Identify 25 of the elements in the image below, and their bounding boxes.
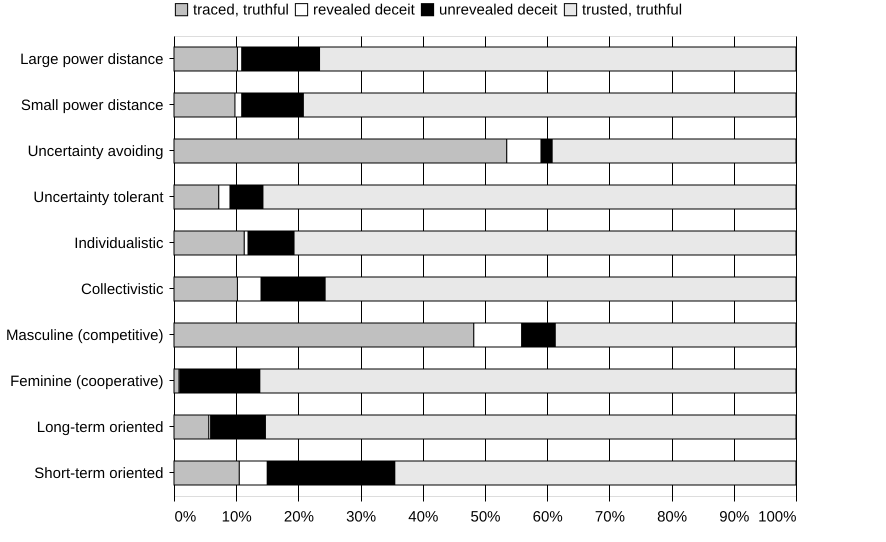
x-tick-label: 100%: [758, 508, 796, 526]
y-tick-label: Large power distance: [20, 51, 164, 68]
y-tick-label: Small power distance: [20, 97, 164, 114]
legend-label: trusted, truthful: [582, 2, 682, 19]
x-tick-label: 40%: [408, 508, 438, 526]
x-tick-label: 30%: [346, 508, 376, 526]
y-tick-label: Collectivistic: [80, 281, 164, 298]
x-tick-label: 80%: [657, 508, 688, 526]
x-tick-label: 60%: [532, 508, 563, 526]
y-tick-label: Feminine (cooperative): [10, 373, 164, 390]
x-tick-label: 70%: [594, 508, 625, 526]
x-tick-label: 0%: [174, 508, 196, 526]
legend-label: revealed deceit: [313, 2, 416, 19]
y-tick-label: Uncertainty tolerant: [33, 189, 164, 206]
x-tick-label: 20%: [284, 508, 314, 526]
legend-label: traced, truthful: [193, 2, 289, 19]
y-tick-label: Uncertainty avoiding: [28, 143, 164, 160]
y-tick-label: Short-term oriented: [34, 465, 164, 482]
y-tick-label: Masculine (competitive): [6, 327, 164, 344]
x-tick-label: 50%: [470, 508, 501, 526]
x-tick-label: 10%: [222, 508, 252, 526]
x-tick-label: 90%: [719, 508, 750, 526]
legend-label: unrevealed deceit: [439, 2, 558, 19]
y-tick-label: Individualistic: [74, 235, 164, 252]
y-tick-label: Long-term oriented: [36, 419, 164, 436]
